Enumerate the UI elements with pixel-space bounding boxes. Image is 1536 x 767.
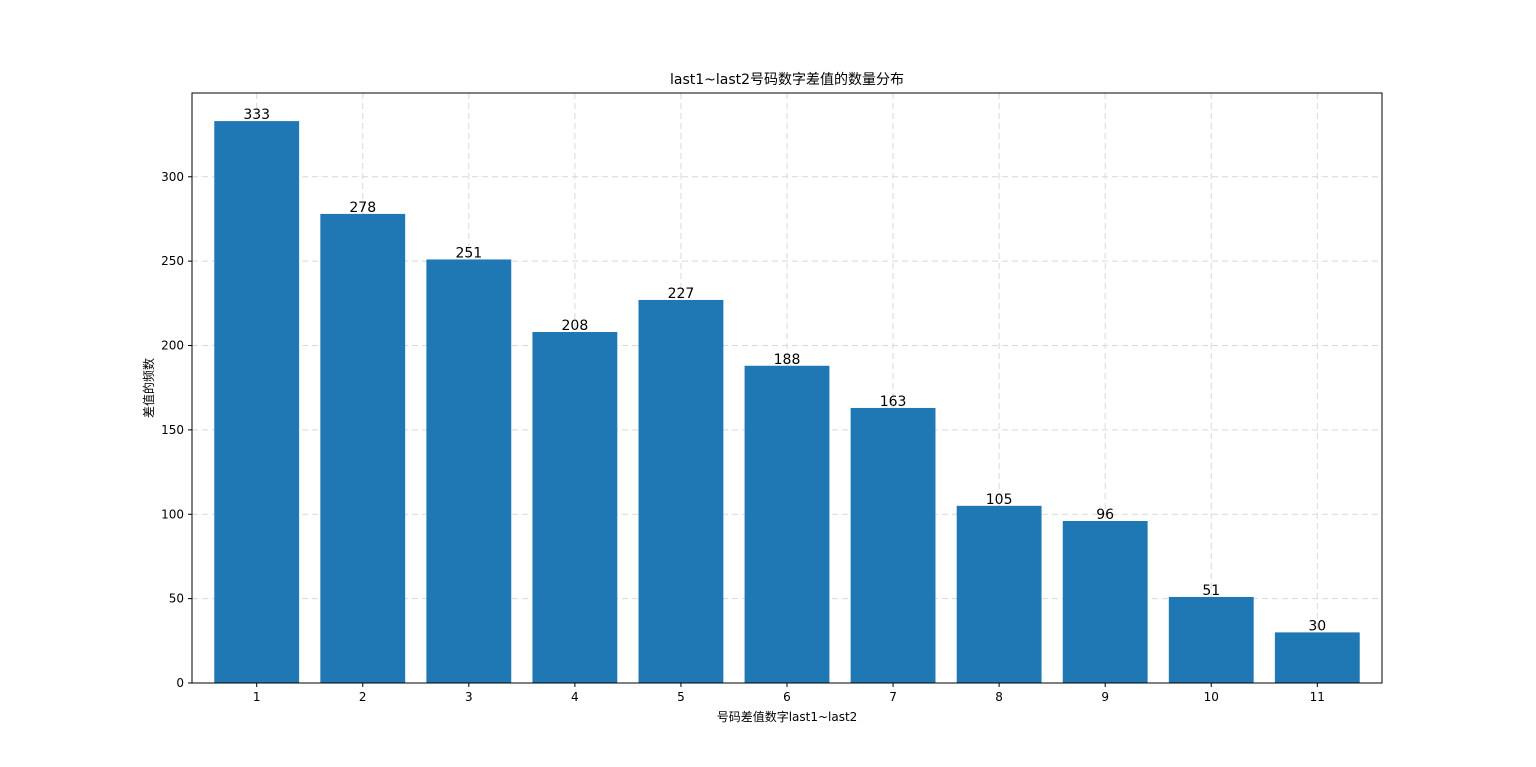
bar <box>320 213 406 683</box>
bar-value-label: 333 <box>243 107 270 123</box>
bar <box>426 259 512 683</box>
bar <box>1062 521 1148 683</box>
y-tick-label: 150 <box>161 423 184 437</box>
x-tick-label: 7 <box>889 690 897 704</box>
bar <box>744 365 830 683</box>
x-tick-label: 2 <box>359 690 367 704</box>
y-tick-label: 200 <box>161 339 184 353</box>
chart-title: last1~last2号码数字差值的数量分布 <box>670 72 904 88</box>
x-tick-label: 9 <box>1101 690 1109 704</box>
x-axis-label: 号码差值数字last1~last2 <box>717 709 858 724</box>
bar-value-label: 96 <box>1096 507 1114 523</box>
y-ticks-layer: 0 50 100 150 200 250 300 <box>161 170 192 690</box>
bars-layer <box>214 121 1360 684</box>
y-tick-label: 300 <box>161 170 184 184</box>
y-tick-label: 250 <box>161 254 184 268</box>
y-axis-label: 差值的频数 <box>141 358 156 418</box>
bar <box>1274 632 1360 683</box>
x-tick-label: 1 <box>253 690 261 704</box>
bar <box>532 332 618 683</box>
x-ticks-layer: 1 2 3 4 5 6 7 8 9 10 11 <box>253 683 1325 704</box>
y-tick-label: 0 <box>176 676 184 690</box>
y-tick-label: 100 <box>161 507 184 521</box>
x-tick-label: 3 <box>465 690 473 704</box>
bar-value-label: 30 <box>1308 618 1326 634</box>
x-tick-label: 10 <box>1204 690 1219 704</box>
bar-value-label: 251 <box>455 245 482 261</box>
bar-value-label: 278 <box>349 200 376 216</box>
bar <box>850 407 936 683</box>
bar-value-label: 227 <box>668 286 695 302</box>
y-tick-label: 50 <box>169 592 184 606</box>
bar <box>1168 596 1254 683</box>
x-tick-label: 4 <box>571 690 579 704</box>
x-tick-label: 6 <box>783 690 791 704</box>
bar-value-label: 188 <box>774 352 801 368</box>
bar-value-label: 105 <box>986 492 1013 508</box>
bar-value-label: 51 <box>1202 583 1220 599</box>
bar <box>638 299 724 683</box>
bar-value-label: 163 <box>880 394 907 410</box>
x-tick-label: 8 <box>995 690 1003 704</box>
data-labels-layer: 333 278 251 208 227 188 163 105 96 51 30 <box>243 107 1326 634</box>
x-tick-label: 11 <box>1310 690 1325 704</box>
bar <box>956 505 1042 683</box>
bar <box>214 121 300 684</box>
bar-value-label: 208 <box>562 318 589 334</box>
x-tick-label: 5 <box>677 690 685 704</box>
